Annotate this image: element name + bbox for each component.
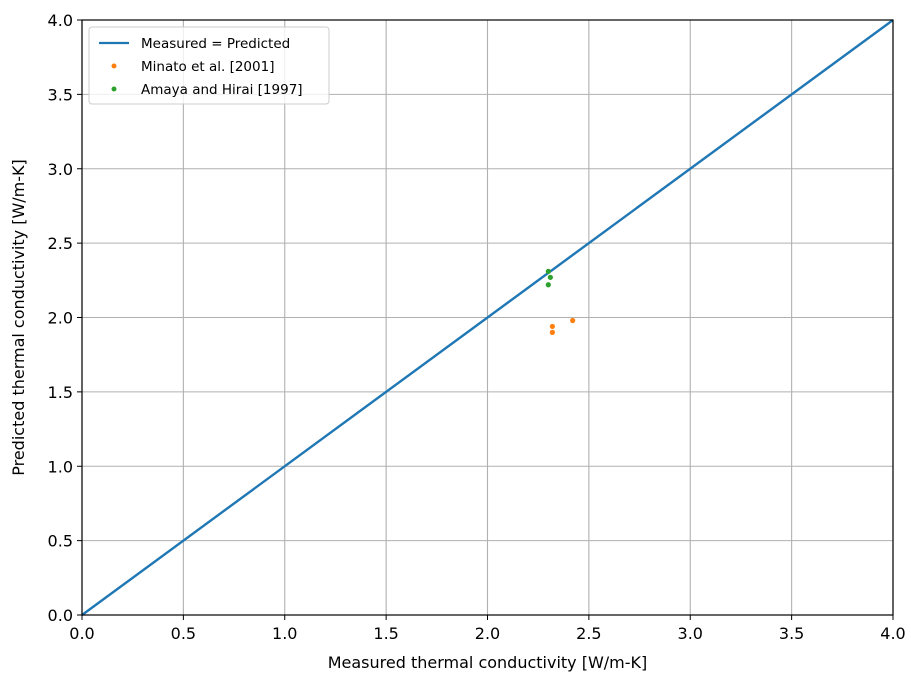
y-tick-label: 3.0	[48, 160, 73, 179]
x-tick-label: 3.5	[779, 624, 804, 643]
data-point-series-2	[545, 282, 551, 288]
x-tick-label: 1.5	[373, 624, 398, 643]
data-point-series-2	[547, 274, 553, 280]
legend-marker-minato	[111, 63, 117, 69]
y-tick-label: 4.0	[48, 11, 73, 30]
y-ticks: 0.0 0.5 1.0 1.5 2.0 2.5 3.0 3.5 4.0	[48, 11, 82, 625]
x-tick-label: 0.5	[171, 624, 196, 643]
x-tick-label: 4.0	[880, 624, 905, 643]
y-tick-label: 1.5	[48, 383, 73, 402]
y-tick-label: 0.0	[48, 606, 73, 625]
legend-marker-amaya	[111, 86, 117, 92]
data-point-series-1	[549, 329, 555, 335]
data-point-series-2	[545, 268, 551, 274]
y-axis-label: Predicted thermal conductivity [W/m-K]	[9, 159, 28, 476]
data-point-series-1	[570, 317, 576, 324]
series-line-0	[81, 19, 894, 616]
x-tick-label: 1.0	[272, 624, 297, 643]
y-tick-label: 2.0	[48, 309, 73, 328]
data-point-series-1	[549, 323, 555, 330]
legend-label-identity: Measured = Predicted	[141, 36, 290, 52]
y-tick-label: 3.5	[48, 85, 73, 104]
legend-box	[88, 26, 330, 105]
x-tick-label: 2.5	[576, 624, 601, 643]
y-tick-label: 1.0	[48, 457, 73, 476]
legend-label-amaya: Amaya and Hirai [1997]	[141, 82, 303, 98]
y-tick-label: 0.5	[48, 532, 73, 551]
x-tick-label: 3.0	[678, 624, 703, 643]
legend-label-minato: Minato et al. [2001]	[141, 59, 274, 75]
x-ticks: 0.0 0.5 1.0 1.5 2.0 2.5 3.0 3.5 4.0	[69, 615, 906, 643]
legend: Measured = Predicted Minato et al. [2001…	[88, 26, 330, 105]
series-layer	[81, 19, 894, 616]
x-tick-label: 2.0	[475, 624, 500, 643]
x-axis-label: Measured thermal conductivity [W/m-K]	[328, 653, 648, 672]
y-tick-label: 2.5	[48, 234, 73, 253]
x-tick-label: 0.0	[69, 624, 94, 643]
